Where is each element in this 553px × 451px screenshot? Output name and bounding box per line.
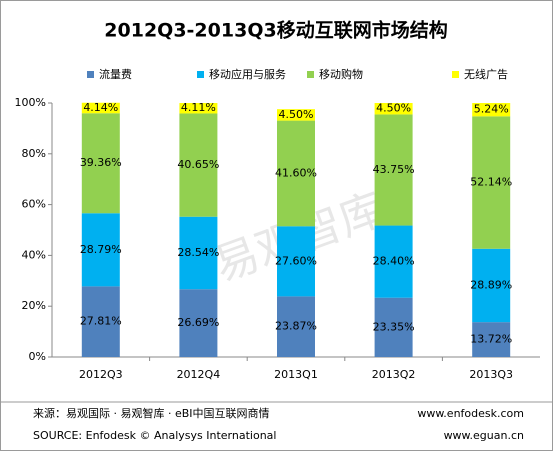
bar-segment xyxy=(472,103,511,117)
value-label: 39.36% xyxy=(80,156,122,169)
chart-title: 2012Q3-2013Q3移动互联网市场结构 xyxy=(104,19,447,42)
value-label: 27.81% xyxy=(80,315,122,328)
value-label: 5.24% xyxy=(474,103,509,116)
bar-segment xyxy=(81,102,120,114)
source-en: SOURCE: Enfodesk © Analysys Internationa… xyxy=(33,429,276,442)
legend-label: 移动购物 xyxy=(319,67,363,81)
x-tick-label: 2012Q4 xyxy=(177,368,221,381)
value-label: 4.50% xyxy=(279,108,314,121)
y-tick-label: 80% xyxy=(22,147,46,160)
bar-segment xyxy=(277,120,315,227)
legend-label: 无线广告 xyxy=(464,67,508,81)
legend-swatch xyxy=(452,71,459,78)
bar-segment xyxy=(277,226,315,297)
value-label: 28.54% xyxy=(177,246,219,259)
value-label: 52.14% xyxy=(470,176,512,189)
bar-segment xyxy=(472,322,511,357)
bar-segment xyxy=(179,216,218,290)
value-label: 28.79% xyxy=(80,243,122,256)
bar-segment xyxy=(179,289,218,357)
url: www.enfodesk.com xyxy=(417,407,524,420)
x-tick-label: 2012Q3 xyxy=(79,368,123,381)
value-label: 13.72% xyxy=(470,333,512,346)
url: www.eguan.cn xyxy=(444,429,524,442)
legend-swatch xyxy=(87,71,94,78)
value-label: 28.40% xyxy=(373,255,415,268)
source-cn: 来源：易观国际 · 易观智库 · eBI中国互联网商情 xyxy=(33,406,270,420)
x-tick-label: 2013Q1 xyxy=(274,368,318,381)
legend-label: 移动应用与服务 xyxy=(209,67,286,81)
bar-segment xyxy=(472,248,511,323)
bar-segment xyxy=(81,213,120,287)
bar-segment xyxy=(179,103,218,114)
value-label: 43.75% xyxy=(373,163,415,176)
value-label: 4.14% xyxy=(83,101,118,114)
y-tick-label: 0% xyxy=(29,350,46,363)
y-tick-label: 60% xyxy=(22,198,46,211)
value-label: 27.60% xyxy=(275,254,317,267)
bar-segment xyxy=(374,297,413,357)
bar-segment xyxy=(277,296,315,357)
value-label: 41.60% xyxy=(275,166,317,179)
bar-segment xyxy=(81,113,120,214)
bar-segment xyxy=(374,225,413,298)
value-label: 23.87% xyxy=(275,320,317,333)
bar-segment xyxy=(374,114,413,226)
legend-label: 流量费 xyxy=(99,67,132,81)
value-label: 40.65% xyxy=(177,158,219,171)
y-tick-label: 20% xyxy=(22,299,46,312)
x-tick-label: 2013Q3 xyxy=(469,368,513,381)
value-label: 23.35% xyxy=(373,320,415,333)
bar-segment xyxy=(277,109,315,121)
value-label: 26.69% xyxy=(177,316,219,329)
x-tick-label: 2013Q2 xyxy=(372,368,416,381)
bar-segment xyxy=(472,116,511,249)
bar-segment xyxy=(81,286,120,357)
value-label: 28.89% xyxy=(470,278,512,291)
legend-swatch xyxy=(197,71,204,78)
value-label: 4.50% xyxy=(376,102,411,115)
value-label: 4.11% xyxy=(181,101,216,114)
bar-segment xyxy=(179,113,218,217)
legend-swatch xyxy=(307,71,314,78)
y-tick-label: 100% xyxy=(15,96,46,109)
bar-segment xyxy=(374,103,413,115)
y-tick-label: 40% xyxy=(22,248,46,261)
